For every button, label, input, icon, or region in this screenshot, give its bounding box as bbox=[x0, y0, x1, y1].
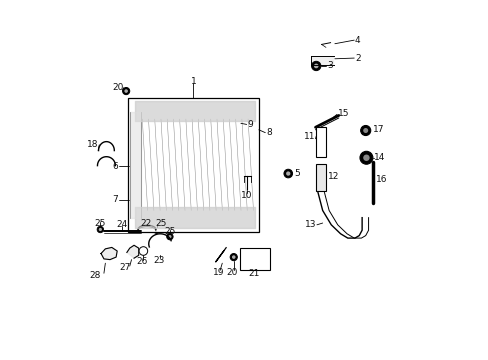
Bar bbox=[315, 163, 325, 192]
Bar bbox=[128, 98, 258, 232]
Text: 14: 14 bbox=[373, 153, 385, 162]
Text: 1: 1 bbox=[190, 77, 196, 86]
Text: 23: 23 bbox=[153, 256, 164, 265]
Circle shape bbox=[132, 203, 141, 211]
Circle shape bbox=[284, 169, 292, 178]
Circle shape bbox=[168, 235, 171, 238]
Text: 2: 2 bbox=[354, 54, 360, 63]
Text: 20: 20 bbox=[226, 268, 237, 277]
Text: 25: 25 bbox=[164, 228, 175, 237]
Text: 16: 16 bbox=[375, 175, 386, 184]
Circle shape bbox=[122, 87, 129, 95]
Text: 5: 5 bbox=[293, 169, 299, 178]
Polygon shape bbox=[126, 245, 139, 258]
Text: 6: 6 bbox=[112, 162, 118, 171]
Circle shape bbox=[228, 111, 238, 120]
Circle shape bbox=[155, 229, 158, 232]
Text: 13: 13 bbox=[304, 220, 316, 229]
Circle shape bbox=[99, 228, 102, 231]
Circle shape bbox=[311, 61, 320, 71]
Text: 8: 8 bbox=[265, 128, 271, 137]
Text: 17: 17 bbox=[372, 125, 384, 134]
Text: 15: 15 bbox=[337, 109, 348, 118]
Circle shape bbox=[230, 253, 237, 261]
Circle shape bbox=[313, 64, 318, 68]
Circle shape bbox=[124, 89, 128, 93]
Text: 3: 3 bbox=[326, 62, 332, 71]
Text: 24: 24 bbox=[116, 220, 127, 229]
Circle shape bbox=[153, 227, 160, 233]
Circle shape bbox=[231, 113, 236, 118]
Text: 25: 25 bbox=[94, 219, 106, 228]
Circle shape bbox=[166, 233, 173, 240]
Text: 12: 12 bbox=[327, 172, 338, 181]
Text: 22: 22 bbox=[141, 219, 152, 228]
Circle shape bbox=[132, 174, 141, 183]
Text: 20: 20 bbox=[112, 83, 123, 92]
Text: 18: 18 bbox=[87, 140, 99, 149]
Circle shape bbox=[363, 128, 367, 133]
Circle shape bbox=[363, 154, 369, 161]
Circle shape bbox=[132, 145, 141, 154]
Text: 9: 9 bbox=[247, 120, 253, 129]
Circle shape bbox=[285, 171, 290, 176]
Polygon shape bbox=[101, 247, 117, 260]
Text: 25: 25 bbox=[155, 219, 166, 228]
Text: 10: 10 bbox=[240, 190, 251, 199]
Text: 7: 7 bbox=[112, 195, 118, 204]
Text: 21: 21 bbox=[248, 269, 260, 278]
Circle shape bbox=[97, 226, 103, 233]
Text: 27: 27 bbox=[120, 264, 131, 273]
Circle shape bbox=[231, 255, 235, 259]
Text: 19: 19 bbox=[212, 268, 224, 277]
Circle shape bbox=[360, 126, 370, 135]
Text: 26: 26 bbox=[136, 257, 147, 266]
Bar bbox=[240, 248, 269, 270]
Text: 28: 28 bbox=[89, 270, 100, 279]
Bar bbox=[315, 127, 325, 157]
Text: 4: 4 bbox=[354, 36, 360, 45]
Text: 11: 11 bbox=[304, 132, 315, 141]
Circle shape bbox=[135, 205, 139, 209]
Circle shape bbox=[359, 151, 372, 164]
Circle shape bbox=[135, 147, 139, 152]
Circle shape bbox=[135, 176, 139, 180]
